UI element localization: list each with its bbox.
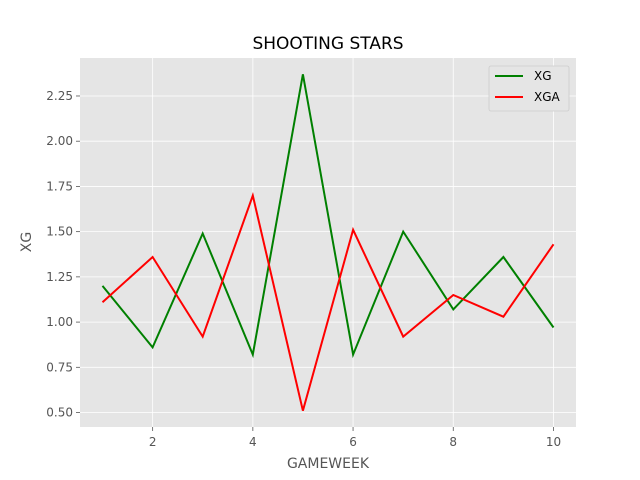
y-tick-label: 2.25 <box>46 89 73 103</box>
y-tick-label: 2.00 <box>46 134 73 148</box>
legend-label-xga: XGA <box>534 90 561 104</box>
chart-title: SHOOTING STARS <box>252 34 403 54</box>
legend-box <box>488 65 570 112</box>
x-tick-label: 6 <box>349 435 357 449</box>
legend-label-xg: XG <box>534 69 552 83</box>
y-tick-label: 1.25 <box>46 270 73 284</box>
x-tick-label: 2 <box>149 435 157 449</box>
series-line-xga <box>101 191 555 411</box>
x-axis-ticks: 2 4 6 8 10 <box>149 427 561 449</box>
x-tick-label: 4 <box>249 435 257 449</box>
y-tick-label: 1.00 <box>46 315 73 329</box>
x-axis-label: GAMEWEEK <box>287 456 370 472</box>
plot-background <box>80 58 576 427</box>
y-tick-label: 1.75 <box>46 179 73 193</box>
y-tick-label: 0.50 <box>46 406 73 420</box>
y-axis-label: XG <box>19 232 35 252</box>
y-axis-ticks: 0.50 0.75 1.00 1.25 1.50 1.75 2.00 2.25 <box>46 89 80 420</box>
legend: XG XGA <box>488 65 570 112</box>
series-line-xg <box>101 74 555 359</box>
x-tick-label: 10 <box>546 435 561 449</box>
x-tick-label: 8 <box>449 435 457 449</box>
y-tick-label: 1.50 <box>46 225 73 239</box>
y-tick-label: 0.75 <box>46 360 73 374</box>
series-lines <box>101 74 555 411</box>
